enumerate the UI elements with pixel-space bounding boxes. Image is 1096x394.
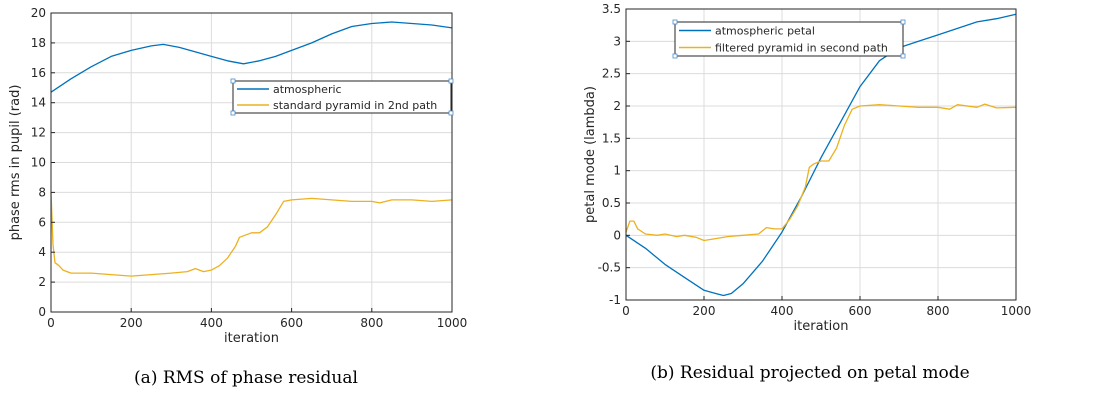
chart-a-x-axis-label: iteration bbox=[224, 331, 279, 346]
chart-b-y-tick-label: 1 bbox=[613, 164, 621, 178]
chart-a-legend-handle[interactable] bbox=[230, 78, 236, 84]
chart-rms-phase-residual: 0 200 400 600 800 1000 0 2 4 6 8 10 12 14 16 18 20 itera… bbox=[8, 6, 467, 388]
chart-b-legend-label-1: atmospheric petal bbox=[715, 25, 815, 38]
chart-b-series bbox=[625, 13, 1017, 297]
chart-a-x-tick-label: 200 bbox=[120, 316, 143, 330]
chart-a-y-tick-label: 18 bbox=[31, 36, 46, 50]
chart-petal-mode-residual: 0 200 400 600 800 1000-1-0.500.511.522.533.5 … bbox=[583, 2, 1031, 383]
chart-b-legend: atmospheric petal filtered pyramid in sec… bbox=[672, 19, 906, 59]
chart-b-y-tick-label: -1 bbox=[609, 293, 621, 307]
chart-a-legend-label-2: standard pyramid in 2nd path bbox=[273, 99, 437, 112]
chart-a-series bbox=[50, 21, 453, 277]
chart-b-y-axis-label: petal mode (lambda) bbox=[583, 86, 598, 223]
chart-b-axes-box bbox=[625, 8, 1017, 301]
chart-a-x-tick-label: 400 bbox=[200, 316, 223, 330]
chart-b-legend-handle[interactable] bbox=[672, 53, 678, 59]
chart-b-y-tick-label: 0 bbox=[613, 228, 621, 242]
chart-a-legend-box bbox=[232, 80, 452, 114]
chart-a-grid bbox=[50, 12, 453, 313]
chart-a-series-line-1 bbox=[50, 21, 453, 93]
chart-b-legend-box bbox=[674, 21, 904, 57]
chart-a-ticks: 0 200 400 600 800 1000 0 2 4 6 8 10 12 14 16 18 20 bbox=[31, 6, 468, 330]
chart-a-x-tick-label: 800 bbox=[360, 316, 383, 330]
chart-a-y-tick-label: 2 bbox=[38, 275, 46, 289]
chart-b-series-line-2 bbox=[625, 103, 1017, 242]
chart-b-y-tick-label: -0.5 bbox=[598, 261, 621, 275]
chart-b-legend-label-2: filtered pyramid in second path bbox=[715, 42, 888, 55]
chart-b-y-tick-label: 3 bbox=[613, 34, 621, 48]
chart-a-y-tick-label: 0 bbox=[38, 305, 46, 319]
chart-a-legend-handle[interactable] bbox=[448, 78, 454, 84]
chart-b-y-tick-label: 0.5 bbox=[602, 196, 621, 210]
chart-b-legend-handle[interactable] bbox=[900, 53, 906, 59]
chart-a-x-tick-label: 1000 bbox=[437, 316, 468, 330]
chart-b-caption: (b) Residual projected on petal mode bbox=[650, 363, 969, 383]
chart-b-ticks: 0 200 400 600 800 1000 -1 -0.5 0 0.5 1 1.5 2 2.5 3 3.5 bbox=[598, 2, 1032, 318]
chart-b-legend-handle[interactable] bbox=[900, 19, 906, 25]
chart-a-y-tick-label: 16 bbox=[31, 66, 46, 80]
chart-b-x-tick-label: 400 bbox=[771, 304, 794, 318]
chart-b-y-tick-label: 3.5 bbox=[602, 2, 621, 16]
chart-b-x-tick-label: 200 bbox=[693, 304, 716, 318]
chart-a-y-tick-label: 14 bbox=[31, 96, 46, 110]
chart-b-x-tick-label: 0 bbox=[622, 304, 630, 318]
chart-a-legend-handle[interactable] bbox=[230, 110, 236, 116]
chart-a-y-tick-label: 6 bbox=[38, 215, 46, 229]
chart-a-legend-label-1: atmospheric bbox=[273, 83, 342, 96]
chart-b-x-tick-label: 800 bbox=[927, 304, 950, 318]
chart-b-y-tick-label: 1.5 bbox=[602, 131, 621, 145]
chart-b-x-tick-label: 600 bbox=[849, 304, 872, 318]
chart-a-y-tick-label: 12 bbox=[31, 126, 46, 140]
chart-a-y-axis-label: phase rms in pupil (rad) bbox=[8, 85, 23, 241]
chart-a-caption: (a) RMS of phase residual bbox=[134, 368, 358, 388]
chart-b-x-axis-label: iteration bbox=[794, 319, 849, 334]
chart-a-legend-handle[interactable] bbox=[448, 110, 454, 116]
chart-b-y-tick-label: 2.5 bbox=[602, 67, 621, 81]
chart-a-x-tick-label: 600 bbox=[280, 316, 303, 330]
chart-a-y-tick-label: 10 bbox=[31, 156, 46, 170]
chart-b-y-tick-label: 2 bbox=[613, 99, 621, 113]
chart-a-y-tick-label: 4 bbox=[38, 245, 46, 259]
chart-a-series-line-2 bbox=[50, 192, 453, 277]
chart-b-x-tick-label: 1000 bbox=[1001, 304, 1032, 318]
chart-a-legend: atmospheric standard pyramid in 2nd path bbox=[230, 78, 454, 116]
chart-a-y-tick-label: 20 bbox=[31, 6, 46, 20]
chart-a-y-tick-label: 8 bbox=[38, 185, 46, 199]
chart-a-x-tick-label: 0 bbox=[47, 316, 55, 330]
chart-b-legend-handle[interactable] bbox=[672, 19, 678, 25]
